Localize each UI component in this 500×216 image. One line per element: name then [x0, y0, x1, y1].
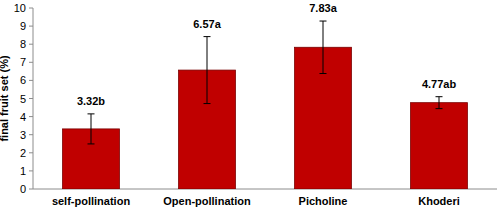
y-tick-label: 9 — [20, 20, 26, 32]
y-tick-label: 5 — [20, 93, 26, 105]
y-tick — [29, 152, 33, 153]
x-tick-label: Open-pollination — [163, 195, 251, 207]
y-tick — [29, 26, 33, 27]
y-tick — [29, 116, 33, 117]
x-tick-label: Khoderi — [418, 195, 460, 207]
axes: 0 1 2 3 4 5 6 7 8 9 10 — [14, 2, 497, 195]
x-tick-label: self-pollination — [52, 195, 131, 207]
chart: 0 1 2 3 4 5 6 7 8 9 10 final fruit set (%) self-poll… — [0, 0, 500, 216]
y-tick — [29, 8, 33, 9]
data-label: 4.77ab — [422, 78, 457, 90]
y-tick-label: 8 — [20, 38, 26, 50]
y-tick — [29, 189, 33, 190]
error-cap — [88, 113, 95, 114]
y-tick — [29, 62, 33, 63]
bar — [411, 103, 468, 189]
error-bar — [320, 21, 327, 73]
x-tick-label: Picholine — [299, 195, 348, 207]
error-cap — [436, 108, 443, 109]
error-cap — [204, 36, 211, 37]
error-stem — [91, 114, 92, 144]
y-tick — [29, 44, 33, 45]
y-tick — [29, 170, 33, 171]
y-tick — [29, 80, 33, 81]
error-stem — [439, 97, 440, 109]
error-stem — [323, 21, 324, 73]
data-labels: 3.32b 6.57a 7.83a 4.77ab — [77, 2, 456, 107]
data-label: 3.32b — [77, 95, 105, 107]
error-cap — [320, 73, 327, 74]
data-label: 6.57a — [193, 18, 221, 30]
error-bar — [204, 37, 211, 104]
y-tick — [29, 134, 33, 135]
data-label: 7.83a — [309, 2, 337, 14]
chart-holder: 0 1 2 3 4 5 6 7 8 9 10 final fruit set (%) self-poll… — [0, 0, 500, 216]
y-tick-label: 3 — [20, 129, 26, 141]
y-tick — [29, 98, 33, 99]
error-cap — [88, 143, 95, 144]
error-cap — [204, 103, 211, 104]
error-cap — [436, 96, 443, 97]
y-tick-label: 1 — [20, 165, 26, 177]
y-tick-label: 10 — [14, 2, 26, 14]
y-tick-label: 0 — [20, 183, 26, 195]
y-tick-label: 7 — [20, 56, 26, 68]
y-axis-label: final fruit set (%) — [0, 55, 10, 142]
error-bar — [436, 97, 443, 109]
error-cap — [320, 21, 327, 22]
y-tick-label: 2 — [20, 147, 26, 159]
bars — [63, 21, 468, 189]
y-tick-label: 6 — [20, 74, 26, 86]
error-bar — [88, 114, 95, 144]
error-stem — [207, 37, 208, 104]
y-tick-label: 4 — [20, 111, 26, 123]
